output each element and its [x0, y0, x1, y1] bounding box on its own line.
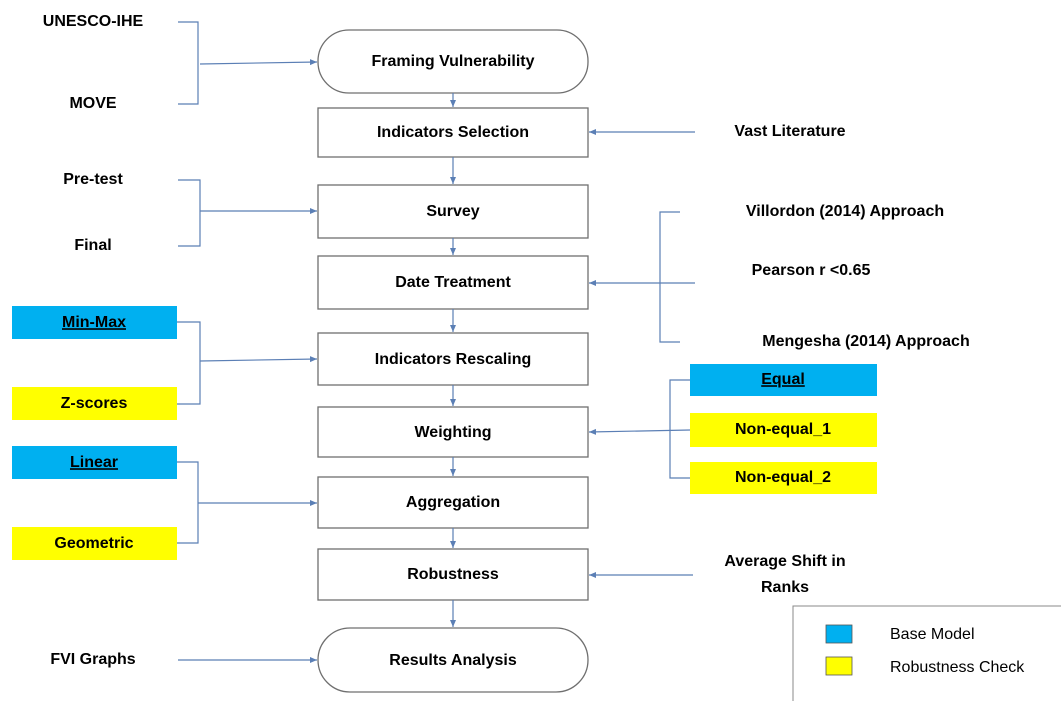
- option-label: Linear: [70, 454, 118, 471]
- step-box: [317, 627, 589, 693]
- step-label: Date Treatment: [395, 274, 511, 291]
- step-box: [317, 184, 589, 239]
- input-label: Final: [74, 237, 111, 254]
- legend-frame: [792, 605, 1061, 701]
- legend-label: Robustness Check: [890, 659, 1025, 676]
- step-box: [317, 548, 589, 601]
- input-label: Average Shift in: [724, 553, 845, 570]
- option-label: Z-scores: [61, 395, 128, 412]
- option-box: [12, 527, 177, 560]
- arrow: [588, 428, 691, 435]
- option-box: [690, 413, 877, 447]
- bracket: [177, 321, 201, 405]
- legend-swatch: [825, 656, 853, 676]
- input-label: MOVE: [69, 95, 116, 112]
- step-label: Robustness: [407, 566, 499, 583]
- step-label: Survey: [426, 203, 479, 220]
- input-label: FVI Graphs: [50, 651, 135, 668]
- bracket: [178, 179, 201, 247]
- input-label: Pre-test: [63, 171, 123, 188]
- step-label: Framing Vulnerability: [372, 53, 535, 70]
- step-label: Aggregation: [406, 494, 500, 511]
- step-box: [317, 107, 589, 158]
- option-box: [690, 364, 877, 396]
- step-box: [317, 255, 589, 310]
- option-label: Non-equal_2: [735, 469, 831, 486]
- legend-label: Base Model: [890, 626, 975, 643]
- option-label: Geometric: [54, 535, 133, 552]
- bracket: [178, 21, 199, 105]
- option-label: Min-Max: [62, 314, 126, 331]
- step-label: Weighting: [414, 424, 491, 441]
- bracket: [659, 211, 680, 343]
- input-label: Mengesha (2014) Approach: [762, 333, 969, 350]
- arrow: [199, 59, 318, 66]
- input-label: UNESCO-IHE: [43, 13, 144, 30]
- arrow: [199, 356, 318, 363]
- input-label: Villordon (2014) Approach: [746, 203, 944, 220]
- input-label: Vast Literature: [734, 123, 845, 140]
- option-label: Non-equal_1: [735, 421, 831, 438]
- bracket: [177, 461, 199, 544]
- step-label: Indicators Rescaling: [375, 351, 532, 368]
- option-box: [12, 387, 177, 420]
- option-box: [690, 462, 877, 494]
- step-label: Results Analysis: [389, 652, 517, 669]
- bracket: [669, 379, 690, 479]
- option-label: Equal: [761, 371, 805, 388]
- input-label: Ranks: [761, 579, 809, 596]
- legend-swatch: [825, 624, 853, 644]
- option-box: [12, 306, 177, 339]
- input-label: Pearson r <0.65: [752, 262, 871, 279]
- step-label: Indicators Selection: [377, 124, 529, 141]
- option-box: [12, 446, 177, 479]
